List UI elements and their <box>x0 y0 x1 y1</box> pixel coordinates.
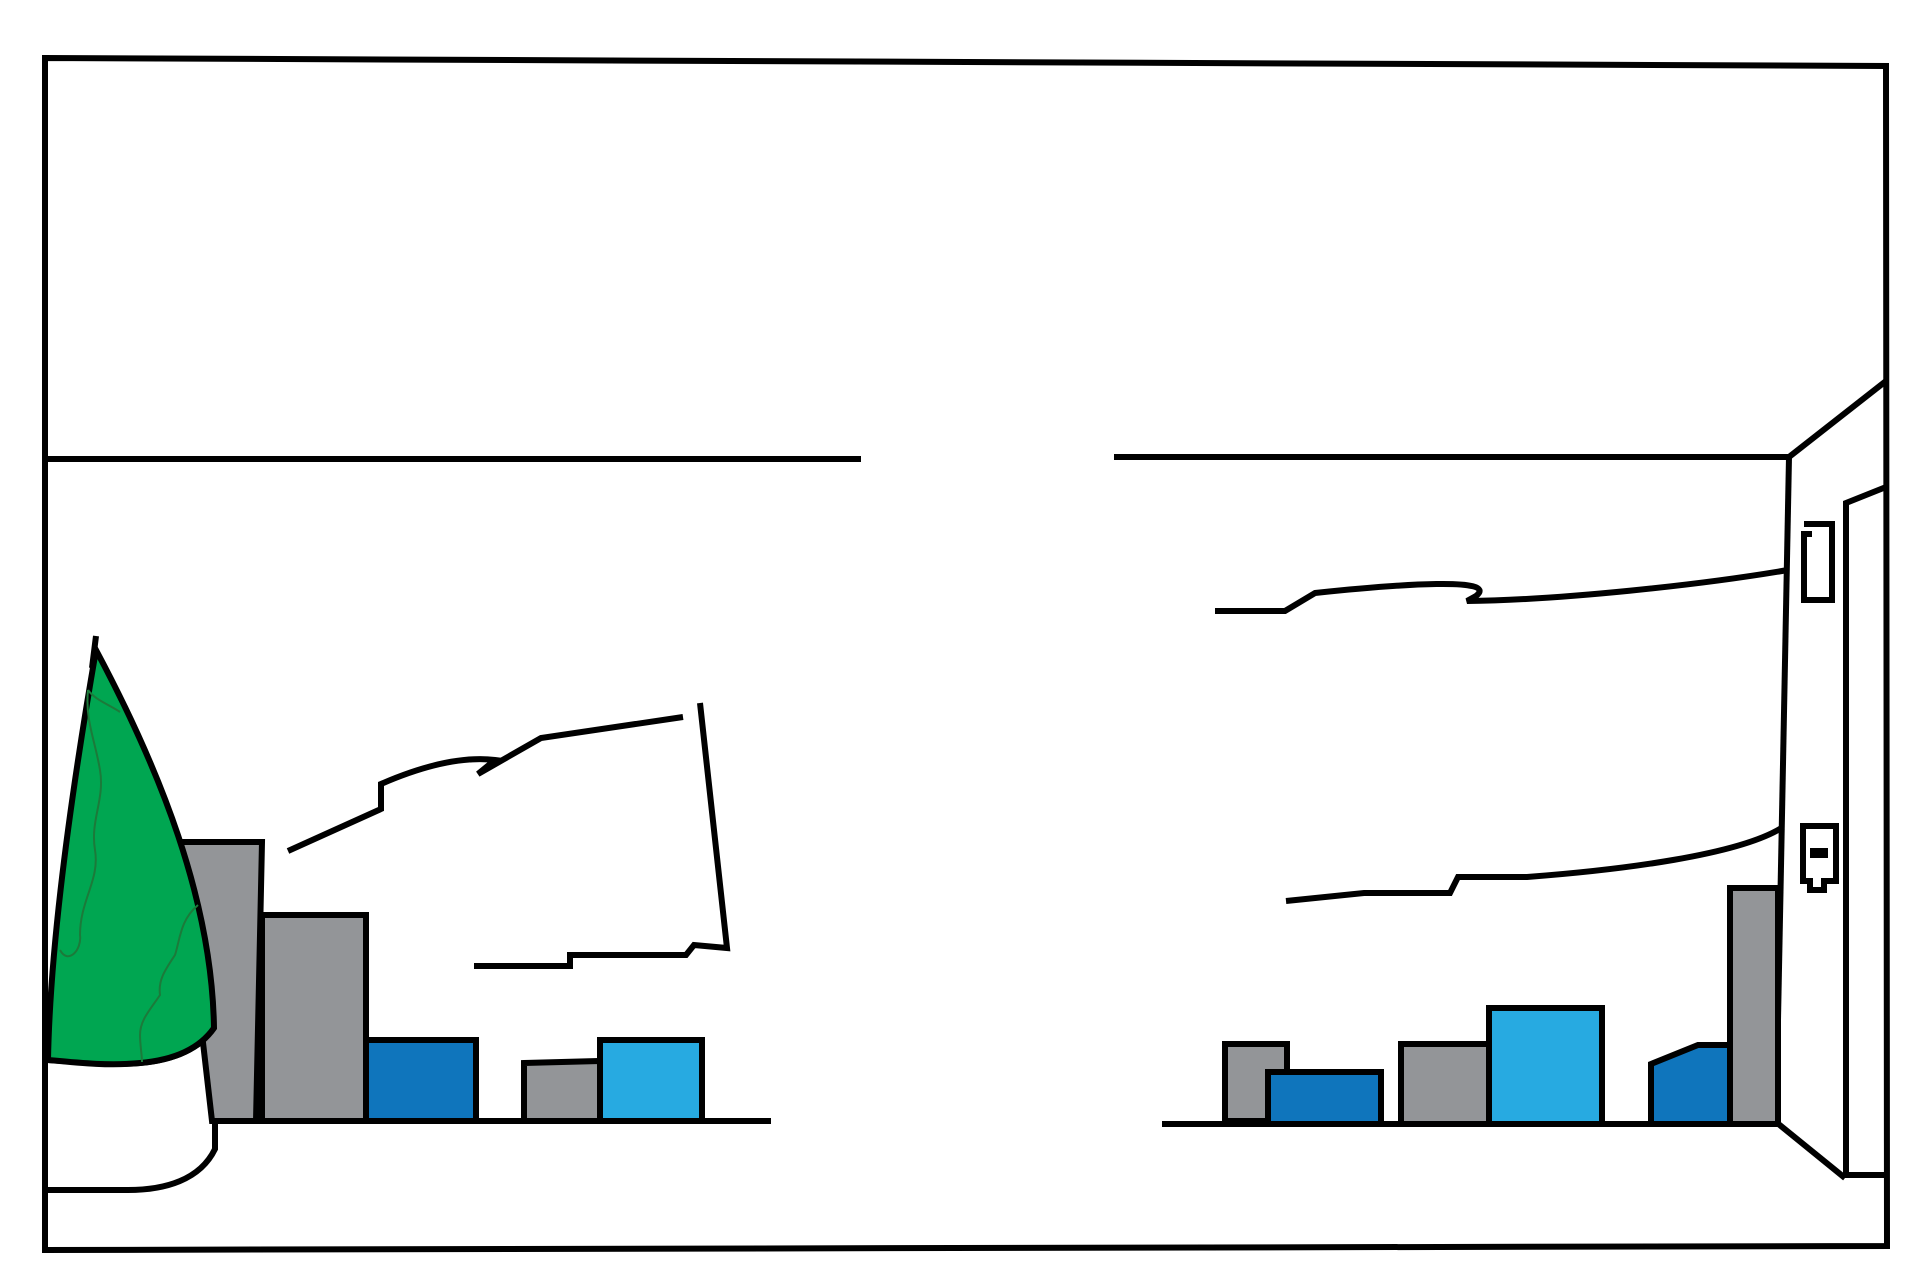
right-building-blue-dark-wide <box>1265 1069 1384 1127</box>
left-contour-vertical <box>474 702 731 969</box>
conical-tree-icon <box>44 635 218 1068</box>
left-building-blue-light <box>597 1037 705 1124</box>
left-building-blue-dark <box>363 1037 479 1124</box>
tree-texture-left <box>59 689 102 958</box>
wall-bottom-diagonal <box>1774 1119 1847 1181</box>
door-upper-hinge <box>1801 521 1835 603</box>
tree-spire <box>89 635 99 669</box>
tree-texture-right <box>138 904 199 1063</box>
outer-frame <box>42 54 1891 1254</box>
left-contour-upper <box>286 714 684 854</box>
door-handle <box>1810 848 1828 858</box>
wall-top-diagonal <box>1787 378 1888 460</box>
right-building-gray-tall <box>1727 885 1781 1127</box>
right-building-blue-light <box>1486 1005 1605 1127</box>
door-lower-hinge <box>1800 823 1839 893</box>
left-building-mid <box>259 912 369 1124</box>
right-contour-upper <box>1215 567 1789 614</box>
tree-foliage <box>44 640 218 1068</box>
right-building-gray-mid <box>1398 1041 1492 1127</box>
door-icon <box>1800 484 1888 1178</box>
right-contour-lower <box>1285 824 1785 904</box>
right-buildings <box>1222 885 1781 1127</box>
left-building-gray-low <box>521 1057 603 1124</box>
tree-texture-top <box>87 689 121 713</box>
right-wall <box>1773 378 1888 1181</box>
right-building-blue-dark-slant <box>1648 1042 1737 1127</box>
left-buildings <box>176 839 705 1124</box>
door-frame <box>1843 484 1888 1178</box>
